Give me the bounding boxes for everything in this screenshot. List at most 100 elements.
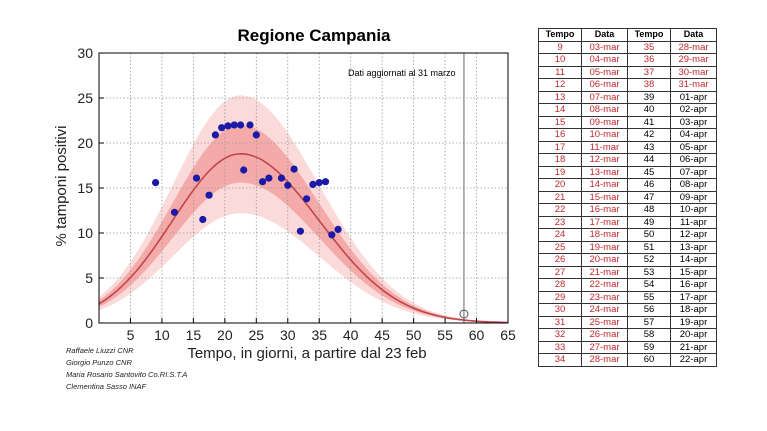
table-row: 21 15-mar 47 09-apr bbox=[538, 190, 717, 204]
date-cell: 20-apr bbox=[670, 328, 717, 342]
table-body: 9 03-mar 35 28-mar 10 04-mar 36 29-mar 11 05-mar 3… bbox=[538, 40, 717, 367]
date-cell: 09-mar bbox=[581, 115, 628, 129]
tempo-cell: 54 bbox=[627, 278, 671, 292]
data-point bbox=[296, 227, 304, 235]
header-tempo: Tempo bbox=[538, 28, 582, 42]
credit-line: Giorgio Punzo CNR bbox=[66, 358, 132, 367]
y-tick-label: 15 bbox=[77, 180, 93, 196]
date-cell: 13-apr bbox=[670, 240, 717, 254]
header-data: Data bbox=[670, 28, 717, 42]
y-tick-label: 20 bbox=[77, 135, 93, 151]
x-tick-label: 45 bbox=[374, 327, 390, 343]
tempo-cell: 48 bbox=[627, 203, 671, 217]
tempo-cell: 32 bbox=[538, 328, 582, 342]
data-point bbox=[328, 231, 336, 239]
table-row: 26 20-mar 52 14-apr bbox=[538, 253, 717, 267]
date-cell: 11-mar bbox=[581, 140, 628, 154]
y-tick-label: 10 bbox=[77, 225, 93, 241]
table-row: 28 22-mar 54 16-apr bbox=[538, 278, 717, 292]
table-row: 25 19-mar 51 13-apr bbox=[538, 240, 717, 254]
tempo-cell: 39 bbox=[627, 90, 671, 104]
chart: Regione Campania 5 10 15 20 25 30 35 40 45 50 55 60… bbox=[53, 26, 516, 362]
tempo-cell: 14 bbox=[538, 103, 582, 117]
tempo-cell: 47 bbox=[627, 190, 671, 204]
tempo-cell: 34 bbox=[538, 353, 582, 367]
y-tick-label: 5 bbox=[85, 270, 93, 286]
data-point bbox=[230, 121, 238, 129]
date-cell: 02-apr bbox=[670, 103, 717, 117]
data-point bbox=[199, 215, 207, 224]
date-cell: 13-mar bbox=[581, 165, 628, 179]
date-cell: 05-apr bbox=[670, 140, 717, 154]
tempo-cell: 59 bbox=[627, 340, 671, 354]
tempo-cell: 19 bbox=[538, 165, 582, 179]
x-tick-label: 5 bbox=[127, 327, 135, 343]
date-cell: 04-mar bbox=[581, 53, 628, 67]
x-tick-label: 10 bbox=[154, 327, 170, 343]
date-cell: 21-apr bbox=[670, 340, 717, 354]
credit-line: Raffaele Liuzzi CNR bbox=[66, 346, 134, 355]
date-cell: 12-apr bbox=[670, 228, 717, 242]
date-cell: 06-mar bbox=[581, 78, 628, 92]
tempo-cell: 55 bbox=[627, 290, 671, 304]
table-row: 20 14-mar 46 08-apr bbox=[538, 178, 717, 192]
date-cell: 07-mar bbox=[581, 90, 628, 104]
date-cell: 28-mar bbox=[581, 353, 628, 367]
data-point bbox=[224, 122, 232, 130]
tempo-cell: 43 bbox=[627, 140, 671, 154]
tempo-cell: 58 bbox=[627, 328, 671, 342]
chart-title: Regione Campania bbox=[237, 26, 391, 45]
table-row: 31 25-mar 57 19-apr bbox=[538, 315, 717, 329]
tempo-cell: 45 bbox=[627, 165, 671, 179]
date-cell: 03-apr bbox=[670, 115, 717, 129]
x-tick-label: 65 bbox=[500, 327, 516, 343]
date-cell: 26-mar bbox=[581, 328, 628, 342]
date-cell: 30-mar bbox=[670, 65, 717, 79]
tempo-cell: 41 bbox=[627, 115, 671, 129]
date-cell: 03-mar bbox=[581, 40, 628, 54]
table-row: 15 09-mar 41 03-apr bbox=[538, 115, 717, 129]
table-row: 30 24-mar 56 18-apr bbox=[538, 303, 717, 317]
tempo-cell: 35 bbox=[627, 40, 671, 54]
date-cell: 15-apr bbox=[670, 265, 717, 279]
table-row: 23 17-mar 49 11-apr bbox=[538, 215, 717, 229]
tempo-cell: 23 bbox=[538, 215, 582, 229]
table-row: 14 08-mar 40 02-apr bbox=[538, 103, 717, 117]
y-tick-label: 25 bbox=[77, 90, 93, 106]
date-lookup-table: Tempo Data Tempo Data 9 03-mar 35 28-mar 10 0… bbox=[538, 28, 717, 367]
tempo-cell: 10 bbox=[538, 53, 582, 67]
tempo-cell: 11 bbox=[538, 65, 582, 79]
date-cell: 23-mar bbox=[581, 290, 628, 304]
date-cell: 17-mar bbox=[581, 215, 628, 229]
date-cell: 28-mar bbox=[670, 40, 717, 54]
x-tick-label: 60 bbox=[469, 327, 485, 343]
tempo-cell: 15 bbox=[538, 115, 582, 129]
date-cell: 14-apr bbox=[670, 253, 717, 267]
data-point bbox=[290, 165, 298, 173]
table-row: 9 03-mar 35 28-mar bbox=[538, 40, 717, 54]
tempo-cell: 28 bbox=[538, 278, 582, 292]
table-row: 19 13-mar 45 07-apr bbox=[538, 165, 717, 179]
table-row: 10 04-mar 36 29-mar bbox=[538, 53, 717, 67]
data-point bbox=[277, 174, 286, 182]
tempo-cell: 60 bbox=[627, 353, 671, 367]
table-row: 27 21-mar 53 15-apr bbox=[538, 265, 717, 279]
date-cell: 05-mar bbox=[581, 65, 628, 79]
x-tick-label: 20 bbox=[217, 327, 233, 343]
date-cell: 18-apr bbox=[670, 303, 717, 317]
date-cell: 22-apr bbox=[670, 353, 717, 367]
date-cell: 29-mar bbox=[670, 53, 717, 67]
table-row: 34 28-mar 60 22-apr bbox=[538, 353, 717, 367]
tempo-cell: 33 bbox=[538, 340, 582, 354]
data-point bbox=[192, 174, 201, 182]
data-point bbox=[252, 131, 260, 139]
date-cell: 14-mar bbox=[581, 178, 628, 192]
table-row: 16 10-mar 42 04-apr bbox=[538, 128, 717, 142]
tempo-cell: 20 bbox=[538, 178, 582, 192]
tempo-cell: 16 bbox=[538, 128, 582, 142]
tempo-cell: 25 bbox=[538, 240, 582, 254]
date-cell: 04-apr bbox=[670, 128, 717, 142]
date-cell: 18-mar bbox=[581, 228, 628, 242]
date-cell: 09-apr bbox=[670, 190, 717, 204]
date-cell: 27-mar bbox=[581, 340, 628, 354]
